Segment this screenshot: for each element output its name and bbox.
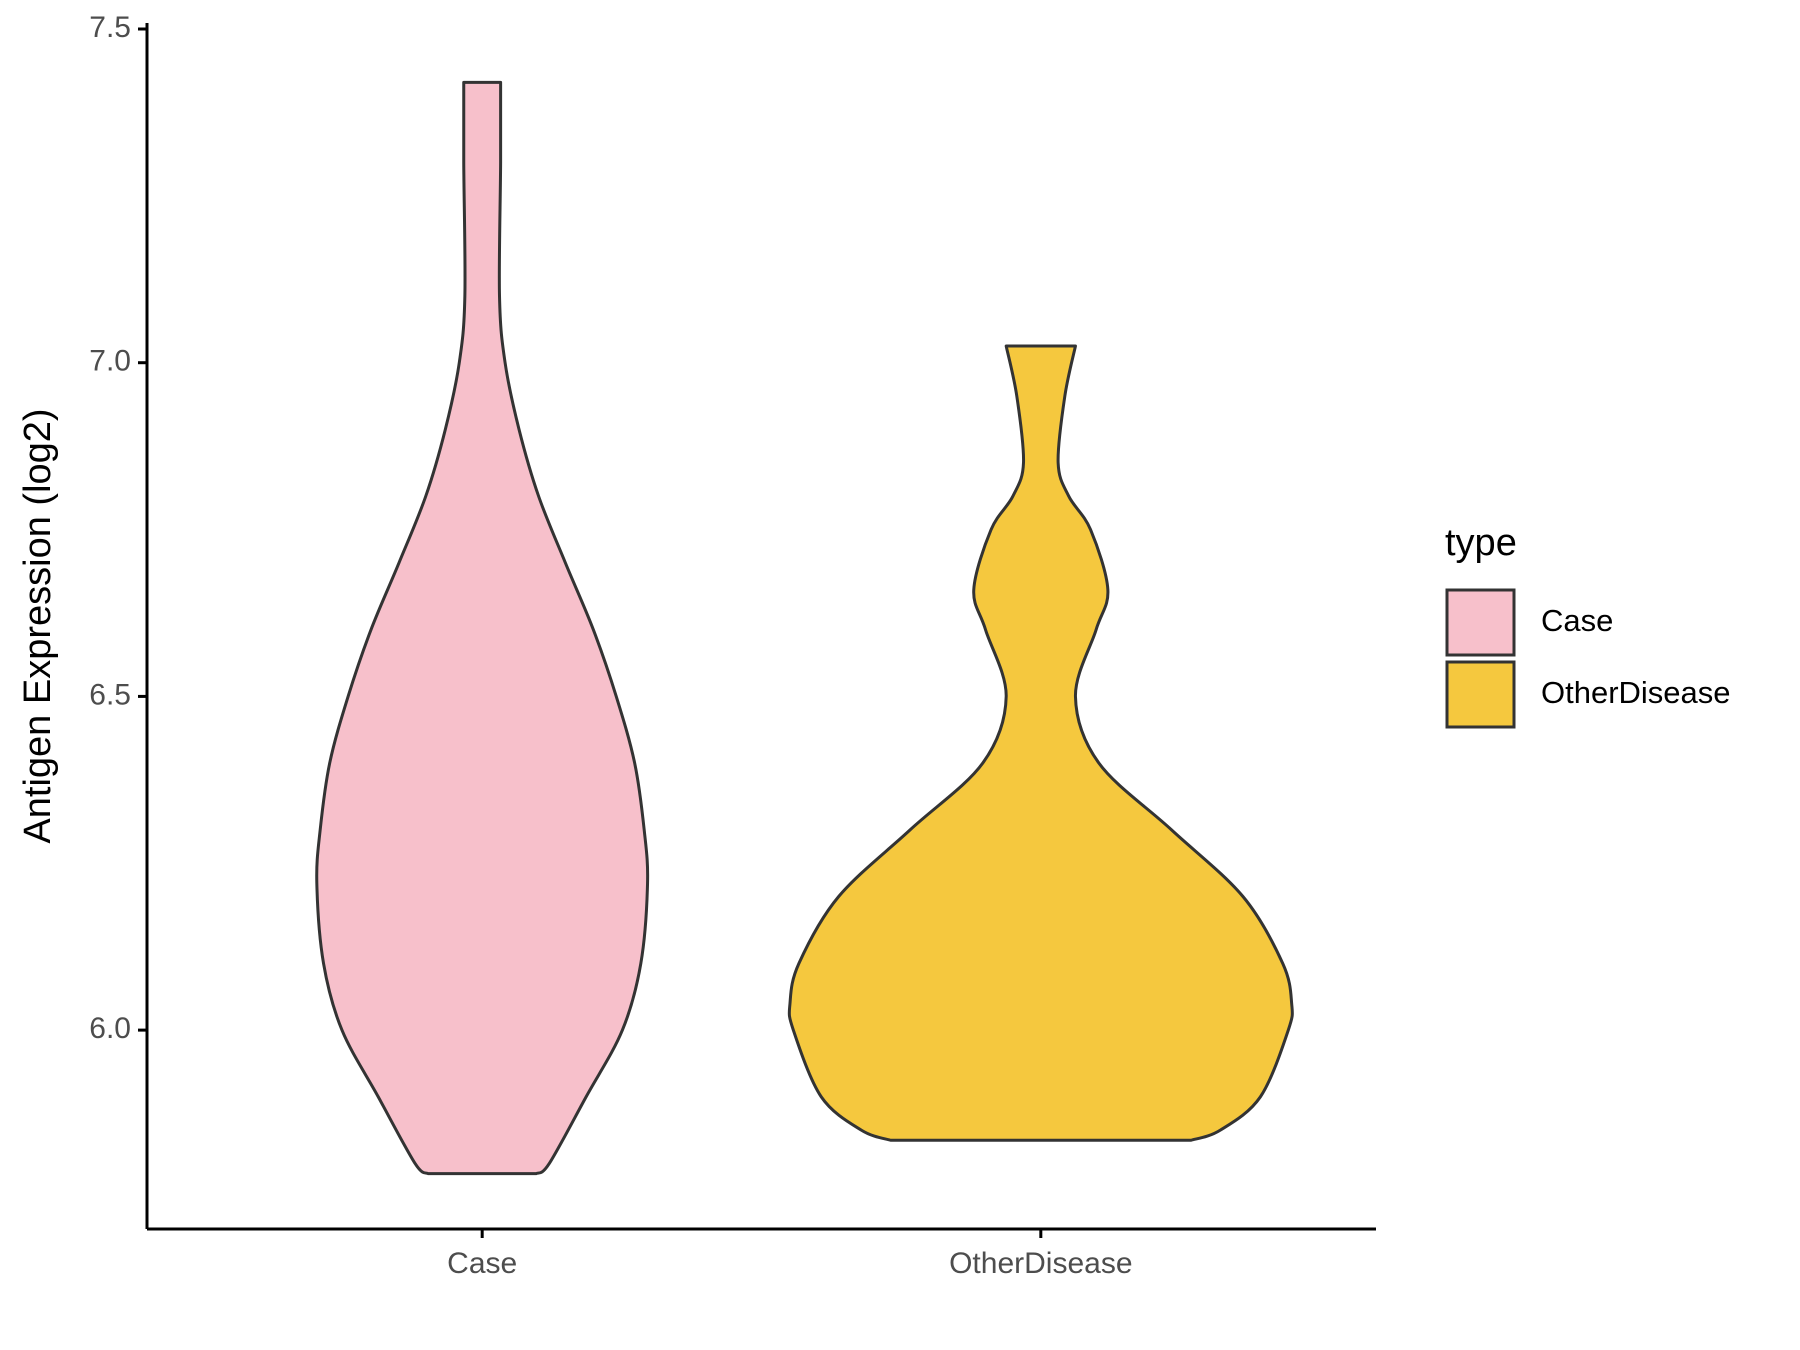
x-tick-label: Case (447, 1247, 517, 1280)
violin (315, 80, 650, 1176)
legend-label: OtherDisease (1541, 675, 1731, 710)
violin (787, 344, 1294, 1142)
y-tick-label: 6.0 (89, 1012, 131, 1045)
y-tick-label: 7.0 (89, 345, 131, 378)
legend-key (1445, 588, 1516, 657)
y-tick-label: 6.5 (89, 678, 131, 711)
y-tick-label: 7.5 (89, 11, 131, 44)
legend-label: Case (1541, 603, 1613, 638)
legend-title: type (1445, 522, 1517, 564)
x-tick-label: OtherDisease (949, 1247, 1132, 1280)
y-axis-title: Antigen Expression (log2) (17, 408, 59, 843)
legend-key (1445, 660, 1516, 729)
